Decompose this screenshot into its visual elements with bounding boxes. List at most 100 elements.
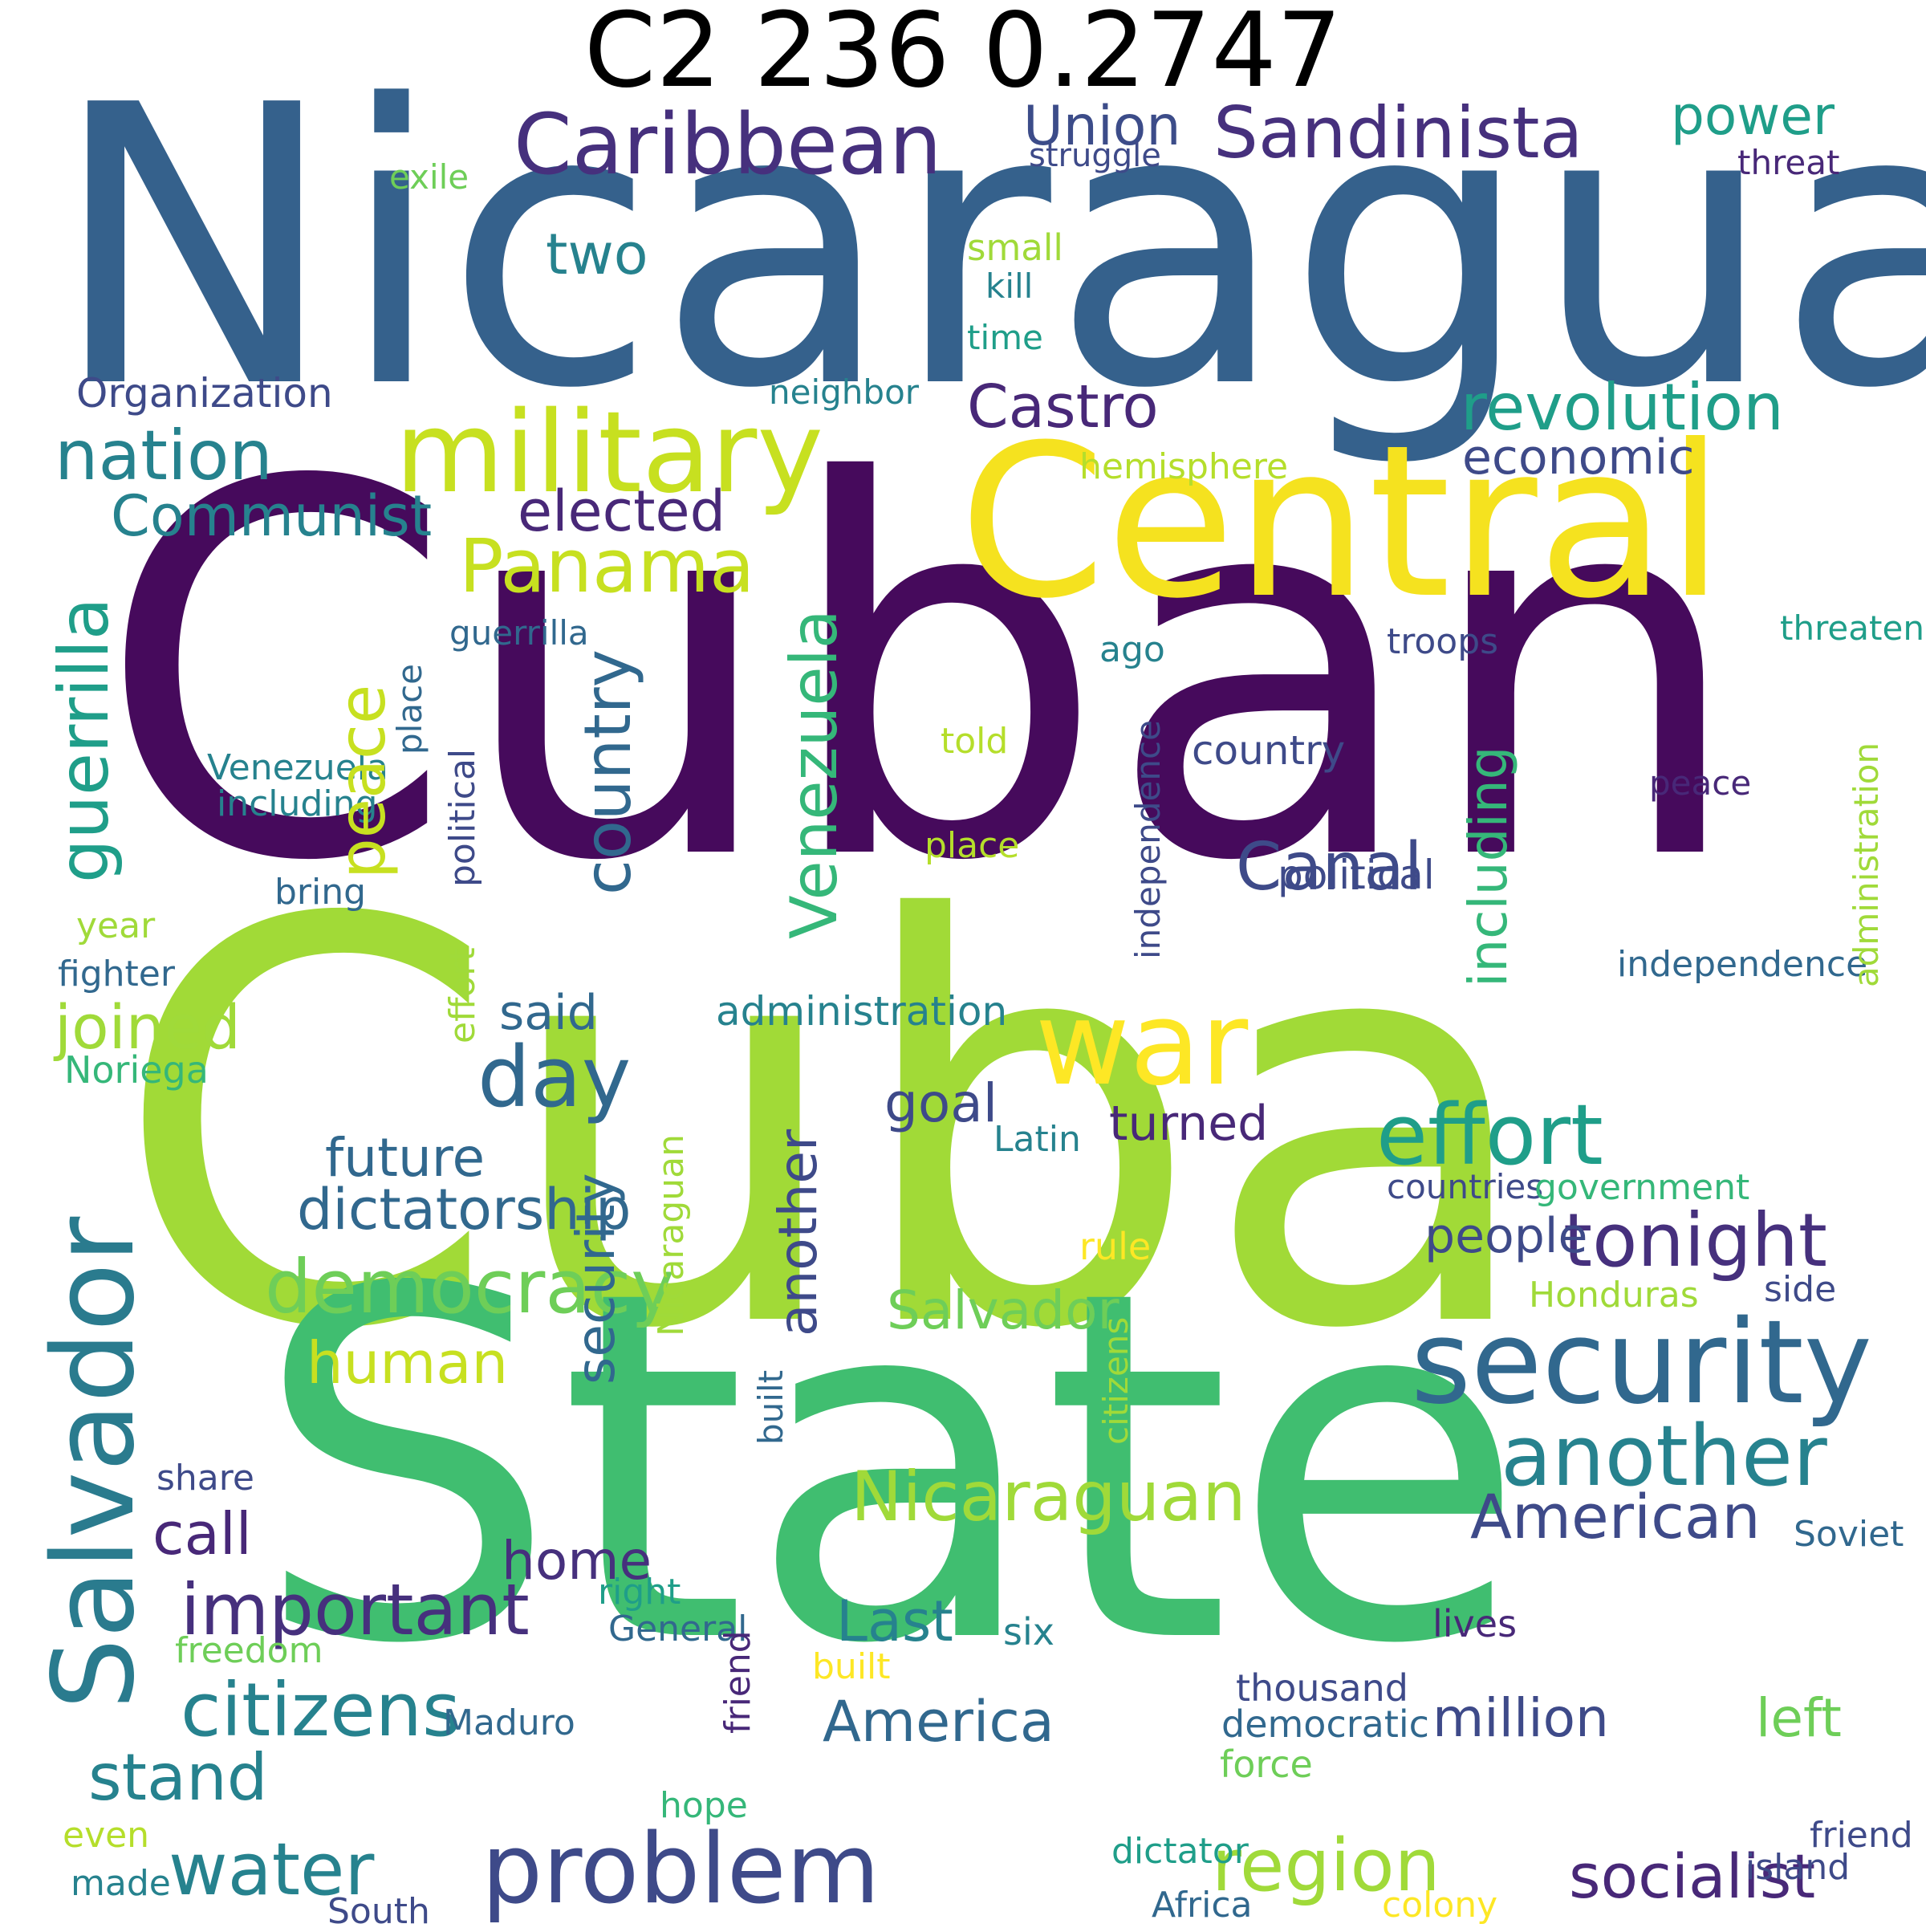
word-mexico: colony (1382, 1885, 1498, 1926)
word-goal: year (76, 905, 156, 946)
word-small: small (967, 226, 1063, 269)
word-south: thousand (1236, 1666, 1408, 1710)
word-hemisphere: hemisphere (1079, 446, 1289, 487)
word-now: left (1756, 1687, 1842, 1749)
word-elected: elected (518, 478, 726, 544)
word-water: General (608, 1609, 748, 1649)
word-free: million (1432, 1687, 1609, 1749)
word-independence: independence (1128, 720, 1168, 959)
word-president: problem (482, 1814, 880, 1926)
word-arm: friend (1810, 1815, 1913, 1856)
word-regime: water (169, 1828, 375, 1912)
word-turned: fighter (58, 954, 175, 994)
word-share: Latin (993, 1119, 1081, 1160)
word-eastern: Africa (1152, 1885, 1253, 1926)
word-angola: force (1220, 1743, 1313, 1786)
word-latin: said (499, 985, 598, 1041)
word-africa: democratic (1221, 1702, 1429, 1746)
word-place: place (390, 664, 429, 754)
word-force: important (181, 1568, 530, 1651)
word-cuban: Cuban (96, 375, 1747, 973)
word-salvador: Salvador (29, 1216, 160, 1710)
word-even: Last (836, 1588, 953, 1654)
word-lives: human (307, 1329, 509, 1397)
word-bring: including (217, 783, 378, 824)
word-region: lives (1432, 1602, 1518, 1645)
word-stand: home (502, 1530, 652, 1592)
word-maduro: call (152, 1500, 252, 1568)
word-political: political (442, 748, 483, 887)
word-state: State (253, 1188, 1528, 1749)
word-soviet: tonight (1563, 1198, 1828, 1283)
word-peace: peace (325, 684, 400, 879)
word-future: independence (1617, 944, 1868, 985)
word-government: war (1035, 976, 1249, 1111)
word-america: another (1501, 1407, 1827, 1505)
word-canal: Venezuela (207, 747, 388, 788)
word-troops: guerrilla (449, 613, 589, 653)
word-castro: Castro (967, 372, 1159, 441)
word-security: security (565, 1173, 627, 1385)
word-two: two (546, 222, 648, 287)
word-year: told (941, 721, 1009, 762)
word-communist: Communist (111, 483, 433, 549)
word-dictator: built (812, 1646, 891, 1687)
word-hundred: South (327, 1891, 430, 1932)
word-land: made (71, 1863, 171, 1904)
word-threatened: troops (1387, 621, 1499, 662)
word-military: military (395, 388, 824, 519)
word-six: side (1764, 1269, 1837, 1310)
word-cuba: Cuba (112, 805, 1541, 1450)
word-home: people (1424, 1208, 1588, 1264)
word-citizens: citizens (1096, 1316, 1136, 1445)
word-hope: right (598, 1572, 681, 1613)
word-friend: friend (717, 1630, 758, 1734)
word-effort: effort (442, 947, 483, 1043)
word-caribbean: Caribbean (514, 96, 942, 193)
wordcloud-title: C2 236 0.2747 (583, 0, 1343, 111)
word-country: country (571, 649, 645, 895)
word-island: citizens (181, 1667, 461, 1753)
word-guerrilla: guerrilla (44, 597, 124, 883)
word-people: day (477, 1028, 632, 1126)
word-rule: goal (884, 1072, 998, 1134)
word-revolution: revolution (1461, 370, 1784, 445)
word-organization: Organization (76, 370, 333, 417)
word-right: democracy (265, 1244, 675, 1330)
word-young: island (1745, 1847, 1851, 1888)
word-union: Union (1023, 95, 1181, 158)
word-left: Soviet (1794, 1514, 1904, 1555)
word-million: American (1470, 1481, 1761, 1552)
word-drug: dictator (1111, 1831, 1249, 1872)
word-colony: Maduro (443, 1702, 575, 1743)
word-freedom: security (1411, 1295, 1872, 1430)
word-joined: place (924, 825, 1020, 866)
word-day: political (1278, 852, 1435, 898)
word-administration: administration (1847, 742, 1886, 987)
word-time: time (967, 318, 1043, 357)
word-threat: threat (1737, 143, 1840, 182)
word-exile: exile (389, 157, 469, 197)
word-tonight: Noriega (64, 1048, 209, 1092)
word-including: including (1457, 746, 1519, 987)
word-support: stand (88, 1740, 268, 1815)
word-socialist: freedom (175, 1630, 323, 1671)
word-countries: joined (55, 991, 241, 1063)
word-nation: nation (55, 416, 273, 496)
word-venezuela: Venezuela (777, 609, 851, 939)
word-built: built (751, 1369, 790, 1445)
word-nicaraguan: Nicaraguan (651, 1133, 692, 1336)
word-grenada: region (1212, 1824, 1440, 1908)
word-kill: kill (985, 266, 1034, 306)
word-war: Canal (1236, 829, 1423, 905)
word-democracy: effort (1376, 1086, 1603, 1184)
word-problem: six (1003, 1610, 1054, 1653)
word-find: hope (660, 1785, 748, 1826)
word-neighbor: neighbor (769, 372, 920, 412)
word-honduras: turned (1109, 1096, 1269, 1152)
word-noriega: bring (274, 872, 367, 913)
word-last: Salvador (887, 1279, 1119, 1341)
word-side: future (325, 1127, 486, 1189)
word-panama: Panama (459, 523, 755, 609)
